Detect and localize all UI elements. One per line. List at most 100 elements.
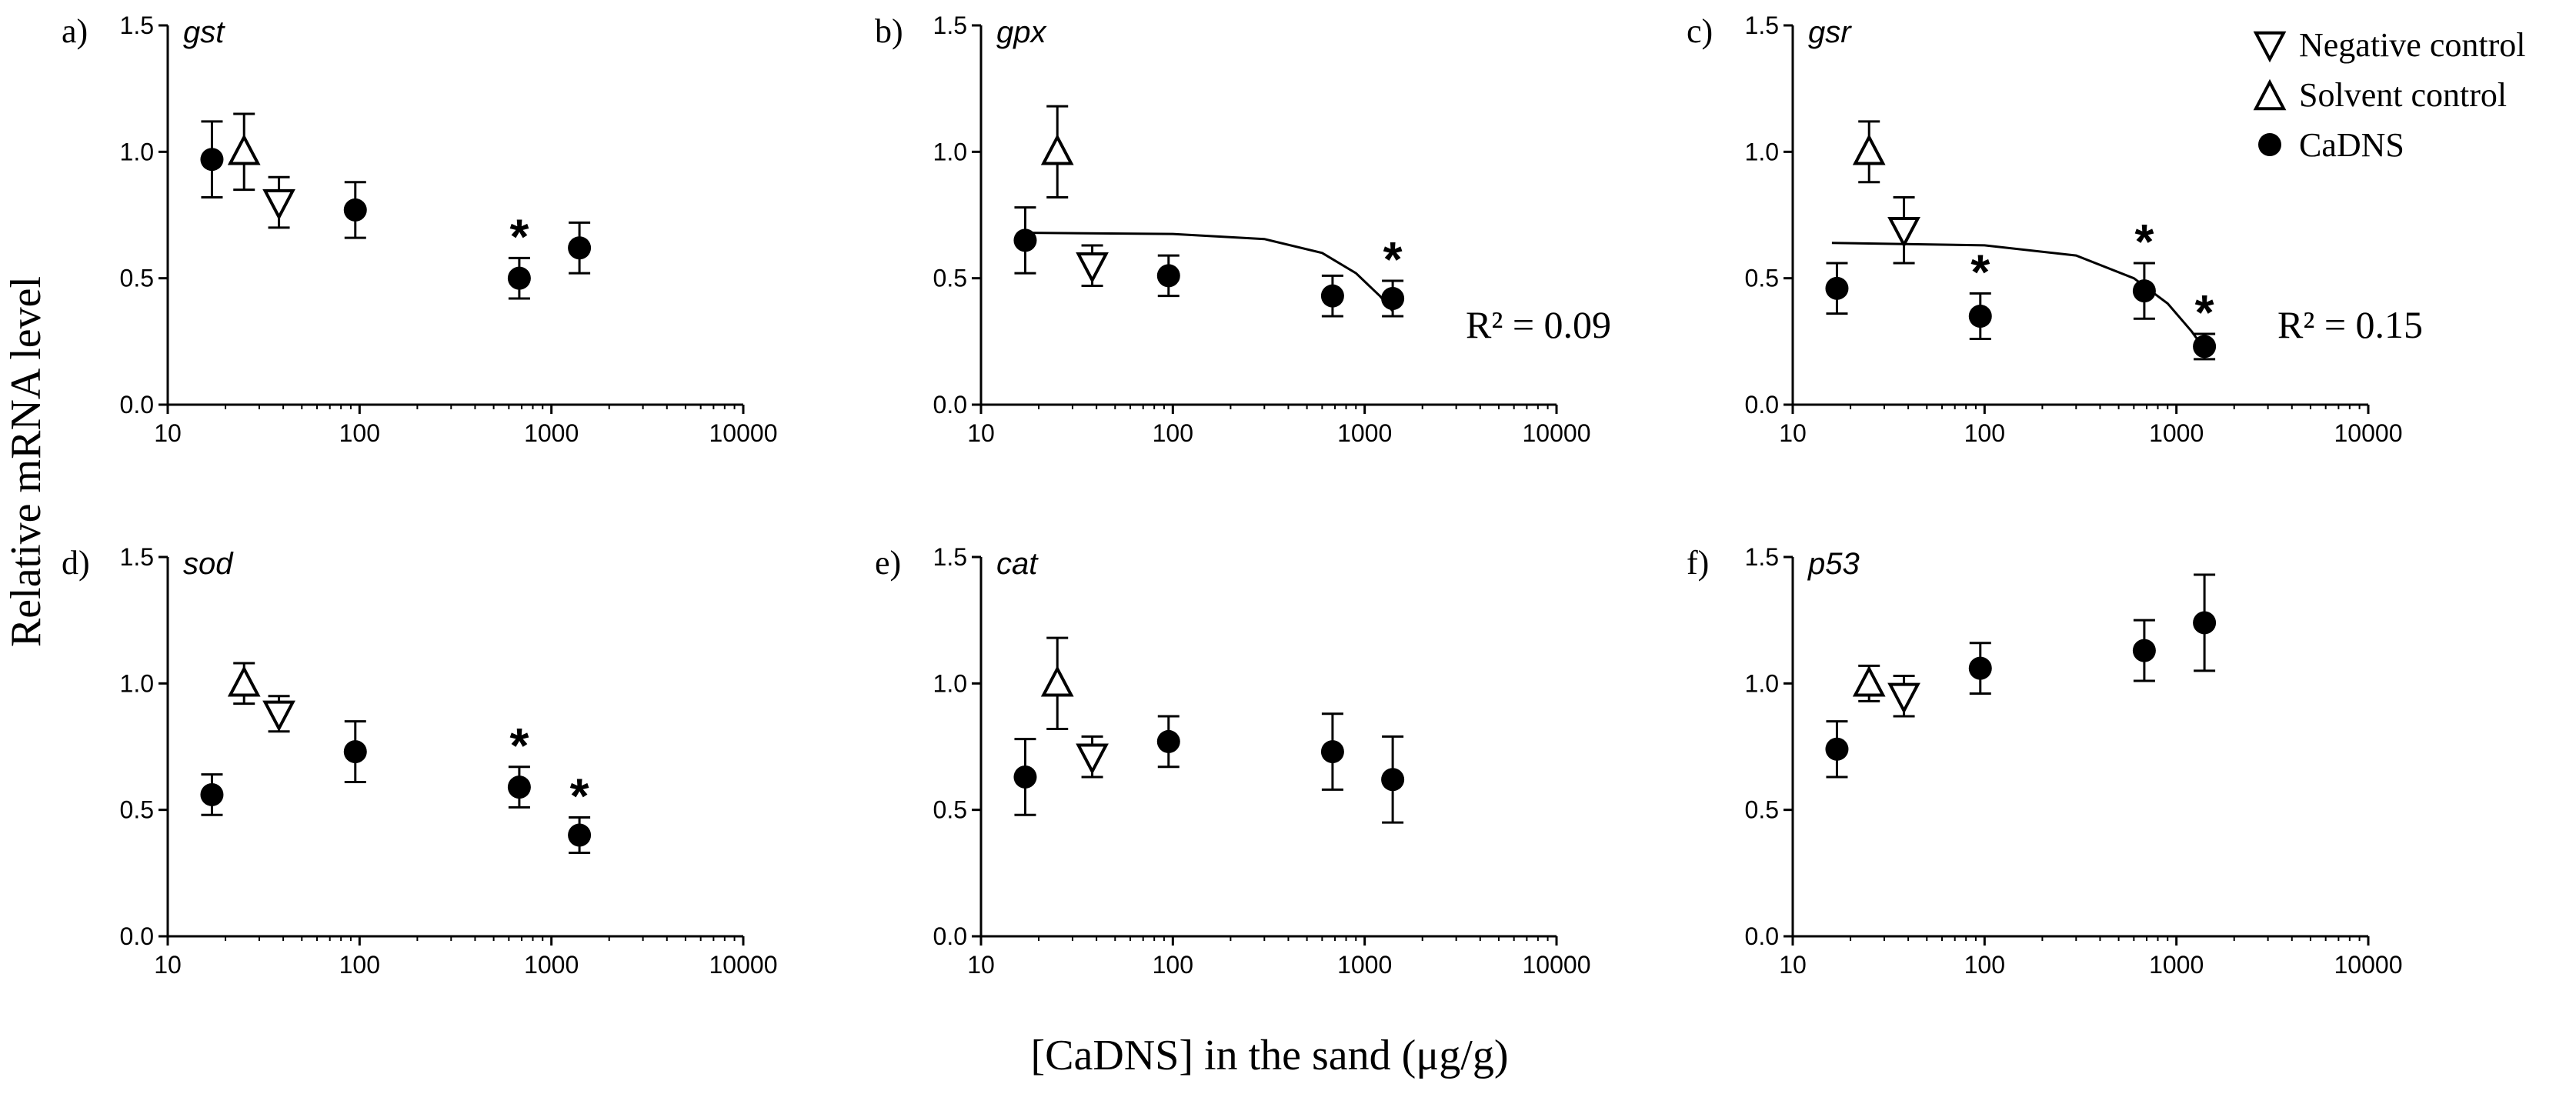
- solvent-control-point: [1040, 665, 1074, 697]
- significance-star: *: [509, 208, 529, 264]
- y-tick-label: 1.5: [933, 543, 967, 571]
- legend-label: CaDNS: [2299, 126, 2404, 164]
- y-tick-label: 1.0: [120, 138, 154, 165]
- cadns-point: [2193, 611, 2217, 635]
- panel-gst: 0.0 0.5 1.0 1.5 10 100 1000 10000 a) gst *: [62, 12, 777, 447]
- gene-name: cat: [996, 547, 1039, 581]
- y-tick-label: 1.5: [120, 543, 154, 571]
- negative-control-point: [1887, 682, 1920, 715]
- gene-name: gpx: [996, 15, 1047, 49]
- negative-control-point: [1076, 252, 1109, 284]
- panel-letter: d): [62, 544, 90, 582]
- legend-marker-solvent-control: [2253, 78, 2287, 111]
- cadns-point: [2132, 279, 2156, 303]
- panel-letter: a): [62, 12, 88, 50]
- y-tick-label: 1.0: [1745, 138, 1779, 165]
- cadns-point: [1381, 286, 1405, 310]
- y-tick-label: 0.5: [933, 265, 967, 292]
- cadns-point: [507, 266, 531, 290]
- x-tick-label: 1000: [1337, 419, 1392, 447]
- x-tick-label: 1000: [2149, 419, 2204, 447]
- y-tick-label: 0.0: [120, 922, 154, 950]
- panel-gsr: 0.0 0.5 1.0 1.5 10 100 1000 10000 c) gsr * * * R² = 0…: [1687, 12, 2423, 447]
- r-squared-label: R² = 0.15: [2277, 303, 2423, 346]
- x-tick-label: 10000: [1523, 951, 1591, 979]
- solvent-control-point: [1040, 134, 1074, 165]
- y-tick-label: 0.0: [1745, 391, 1779, 419]
- solvent-control-point: [1852, 134, 1886, 165]
- x-tick-label: 10000: [709, 951, 778, 979]
- significance-star: *: [570, 769, 589, 824]
- x-axis-label: [CaDNS] in the sand (μg/g): [1030, 1032, 1508, 1079]
- significance-star: *: [1970, 244, 1990, 299]
- cadns-point: [1320, 740, 1344, 764]
- cadns-point: [343, 198, 367, 222]
- y-tick-label: 1.0: [933, 138, 967, 165]
- legend-item: Negative control: [2253, 26, 2525, 64]
- x-tick-label: 10: [154, 419, 182, 447]
- x-tick-label: 1000: [524, 419, 579, 447]
- legend-item: Solvent control: [2253, 76, 2507, 114]
- legend: Negative control Solvent control CaDNS: [2253, 26, 2525, 164]
- solvent-control-point: [227, 134, 261, 165]
- y-tick-label: 0.5: [120, 796, 154, 824]
- panels: 0.0 0.5 1.0 1.5 10 100 1000 10000 a) gst * 0.0 0.5 1.…: [62, 12, 2423, 979]
- x-tick-label: 1000: [524, 951, 579, 979]
- x-tick-label: 10000: [2334, 951, 2403, 979]
- y-tick-label: 0.5: [933, 796, 967, 824]
- x-tick-label: 10000: [709, 419, 778, 447]
- y-tick-label: 0.0: [933, 922, 967, 950]
- r-squared-label: R² = 0.09: [1466, 303, 1611, 346]
- panel-p53: 0.0 0.5 1.0 1.5 10 100 1000 10000 f) p53: [1687, 543, 2402, 979]
- y-tick-label: 0.0: [120, 391, 154, 419]
- cadns-point: [343, 740, 367, 764]
- negative-control-point: [1887, 217, 1920, 248]
- y-tick-label: 1.0: [933, 669, 967, 697]
- panel-cat: 0.0 0.5 1.0 1.5 10 100 1000 10000 e) cat: [875, 543, 1590, 979]
- cadns-point: [1968, 656, 1992, 680]
- panel-gpx: 0.0 0.5 1.0 1.5 10 100 1000 10000 b) gpx * R² = 0.0…: [875, 12, 1611, 447]
- significance-star: *: [509, 718, 529, 773]
- legend-item: CaDNS: [2258, 126, 2404, 164]
- y-axis-label: Relative mRNA level: [2, 276, 50, 647]
- cadns-point: [1825, 276, 1849, 300]
- y-tick-label: 0.5: [1745, 265, 1779, 292]
- gene-name: gsr: [1808, 15, 1852, 49]
- x-tick-label: 10000: [2334, 419, 2403, 447]
- negative-control-point: [262, 188, 295, 221]
- x-tick-label: 10: [967, 951, 995, 979]
- panel-letter: f): [1687, 544, 1709, 582]
- panel-letter: b): [875, 12, 903, 50]
- y-tick-label: 1.0: [1745, 669, 1779, 697]
- fit-curve: [1019, 232, 1394, 312]
- x-tick-label: 100: [1153, 419, 1193, 447]
- panel-sod: 0.0 0.5 1.0 1.5 10 100 1000 10000 d) sod * *: [62, 543, 777, 979]
- cadns-point: [2132, 639, 2156, 662]
- x-tick-label: 10: [1779, 951, 1807, 979]
- cadns-point: [1825, 737, 1849, 761]
- panel-letter: c): [1687, 12, 1713, 50]
- cadns-point: [507, 775, 531, 799]
- cadns-point: [1013, 228, 1037, 252]
- x-tick-label: 1000: [1337, 951, 1392, 979]
- cadns-point: [568, 236, 592, 260]
- negative-control-point: [262, 700, 295, 732]
- solvent-control-point: [1852, 665, 1886, 697]
- y-tick-label: 1.5: [1745, 12, 1779, 39]
- legend-marker-cadns: [2258, 133, 2281, 156]
- x-tick-label: 100: [1964, 951, 2005, 979]
- y-tick-label: 0.0: [1745, 922, 1779, 950]
- x-tick-label: 100: [339, 951, 380, 979]
- x-tick-label: 100: [1964, 419, 2005, 447]
- cadns-point: [1381, 768, 1405, 792]
- significance-star: *: [2195, 285, 2214, 340]
- cadns-point: [568, 823, 592, 847]
- x-tick-label: 100: [339, 419, 380, 447]
- x-tick-label: 10: [1779, 419, 1807, 447]
- fit-curve: [1831, 242, 2206, 350]
- significance-star: *: [1383, 232, 1403, 287]
- y-tick-label: 0.0: [933, 391, 967, 419]
- y-tick-label: 0.5: [1745, 796, 1779, 824]
- legend-label: Negative control: [2299, 26, 2525, 64]
